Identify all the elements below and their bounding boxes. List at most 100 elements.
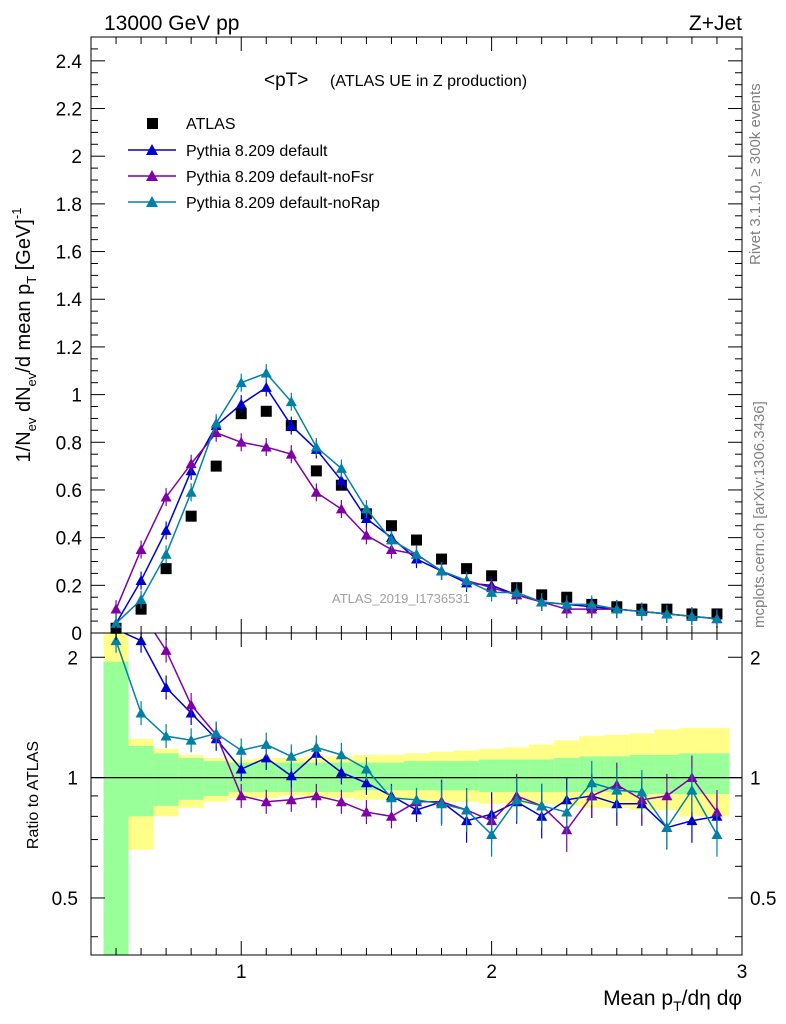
ratio-series-point [310,741,322,752]
main-series-point [335,474,347,485]
atlas-data-point [185,510,197,522]
main-y-tick-label: 2.4 [56,52,83,73]
main-series-point [360,503,372,514]
main-series-point [285,448,297,459]
atlas-data-point [310,465,322,477]
main-series-point [235,398,247,409]
ratio-series-point [160,682,172,692]
axes-ticks: 1 2 3 0 0.2 0.4 0.6 0.8 1 1.2 1.4 1.6 1.8 2 2.2 2.4 0.5 0… [52,36,776,983]
main-series-point [536,596,548,607]
ratio-y-tick-label-right: 1 [750,769,761,790]
ratio-series-point [486,829,498,840]
ratio-y-tick-label: 0.5 [52,889,78,910]
legend-marker-atlas [147,118,158,129]
atlas-data-point [135,603,147,615]
ratio-series-point [686,784,698,795]
band-inner-bin [128,745,154,817]
main-series-point [260,367,272,378]
ratio-series-point [235,790,247,801]
main-series-point [661,608,673,619]
main-series-point [436,565,448,576]
main-y-tick-label: 1.8 [56,195,82,216]
ratio-series-point [210,727,222,738]
main-series-point [335,503,347,514]
x-tick-label: 2 [486,962,497,983]
main-series-point [160,491,172,502]
analysis-watermark: ATLAS_2019_I1736531 [332,591,470,606]
main-y-tick-label: 1 [71,386,82,407]
atlas-data-point [210,460,222,472]
main-series-point [210,417,222,428]
ratio-series-point [636,786,648,797]
main-series-point [260,381,272,392]
atlas-data-point [411,534,422,546]
ratio-series-point [661,822,673,832]
x-axis-label: Mean pT/dη dφ [603,987,742,1014]
ratio-series-point [661,790,673,801]
main-series-point [686,610,698,621]
ratio-y-axis-label: Ratio to ATLAS [25,741,42,849]
atlas-data-point [486,570,498,582]
atlas-data-point [436,553,448,565]
main-series-point [611,603,623,614]
main-series-point [486,586,498,597]
x-tick-label: 3 [737,962,748,983]
ratio-series-point [335,796,347,807]
legend: ATLAS Pythia 8.209 default Pythia 8.209 … [128,116,380,212]
ratio-series-point [385,792,397,803]
main-series-point [461,575,473,585]
main-series-point [135,594,147,605]
ratio-series-point [310,790,322,801]
main-series-point [411,548,422,559]
ratio-series-point [360,777,372,788]
mcplots-label: mcplots.cern.ch [arXiv:1306.3436] [751,401,768,628]
main-series-point [586,598,598,609]
main-series-point [110,603,122,614]
ratio-series-point [285,770,297,781]
main-series-point [285,420,297,430]
main-series-point [185,486,197,497]
atlas-data-point [461,563,473,575]
ratio-series-point [461,804,473,815]
ratio-series-point [561,806,573,817]
ratio-series-point [260,752,272,763]
header-energy-label: 13000 GeV pp [104,12,239,35]
ratio-y-tick-label-right: 0.5 [750,889,776,910]
band-inner-bin [153,753,179,806]
ratio-series-point [586,777,598,788]
main-y-axis-label: 1/Nev dNev/d mean pT [GeV]-1 [9,208,39,463]
main-series-point [135,544,147,554]
ratio-series-point [411,794,422,805]
main-series-point [310,486,322,497]
ratio-series-point [536,800,548,811]
main-series-point [135,575,147,585]
legend-marker-nofsr [146,170,158,181]
legend-marker-default [146,144,158,155]
ratio-series-point [285,750,297,761]
atlas-data-point [235,408,247,420]
main-series-point [260,441,272,452]
legend-label-nofsr: Pythia 8.209 default-noFsr [186,169,374,186]
main-y-tick-label: 0.4 [56,529,83,550]
main-series-point [636,606,648,616]
main-y-tick-label: 2 [71,147,82,168]
main-series-line [115,372,718,625]
main-series-point [385,534,397,545]
ratio-series-point [185,734,197,745]
atlas-data-point [260,405,272,417]
ratio-series-point [235,763,247,774]
ratio-series-point [711,829,723,840]
ratio-y-tick-label: 2 [67,648,78,669]
ratio-series-point [686,815,698,826]
main-series-point [235,436,247,447]
ratio-series-point [135,707,147,718]
ratio-series-point [360,763,372,774]
legend-label-norap: Pythia 8.209 default-noRap [186,195,380,212]
ratio-series-point [385,810,397,821]
legend-label-default: Pythia 8.209 default [186,143,328,160]
band-inner-bin [203,761,229,796]
main-y-tick-label: 2.2 [56,100,82,121]
legend-marker-norap [146,196,158,207]
main-series-point [185,458,197,469]
